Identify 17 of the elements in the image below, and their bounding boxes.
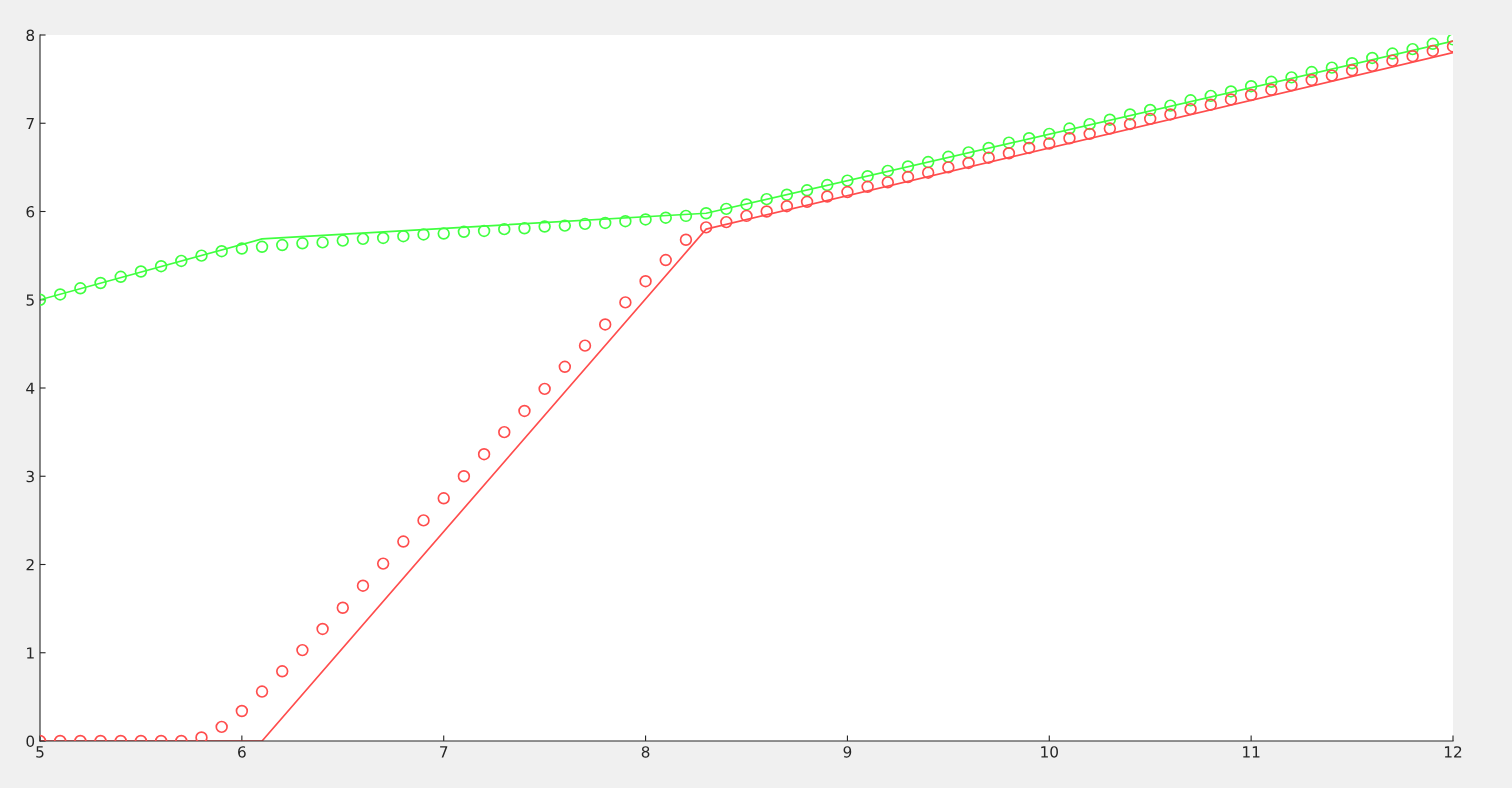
x-tick-label: 6 (238, 746, 246, 758)
x-tick-label: 10 (1041, 746, 1058, 758)
y-tick-label: 4 (26, 382, 35, 394)
y-tick-label: 8 (26, 29, 35, 42)
x-tick-label: 11 (1243, 746, 1260, 758)
x-tick-label: 9 (843, 746, 852, 758)
y-tick-label: 1 (27, 647, 34, 659)
x-tick-label: 5 (36, 746, 44, 758)
x-tick-label: 8 (641, 746, 650, 758)
y-tick-label: 2 (26, 558, 34, 571)
y-tick-label: 6 (26, 205, 35, 218)
y-tick-label: 5 (26, 294, 34, 306)
y-tick-label: 7 (26, 117, 34, 130)
x-tick-label: 12 (1444, 746, 1462, 758)
x-tick-label: 7 (440, 746, 448, 758)
y-tick-label: 3 (26, 470, 34, 483)
y-tick-label: 0 (26, 735, 35, 748)
